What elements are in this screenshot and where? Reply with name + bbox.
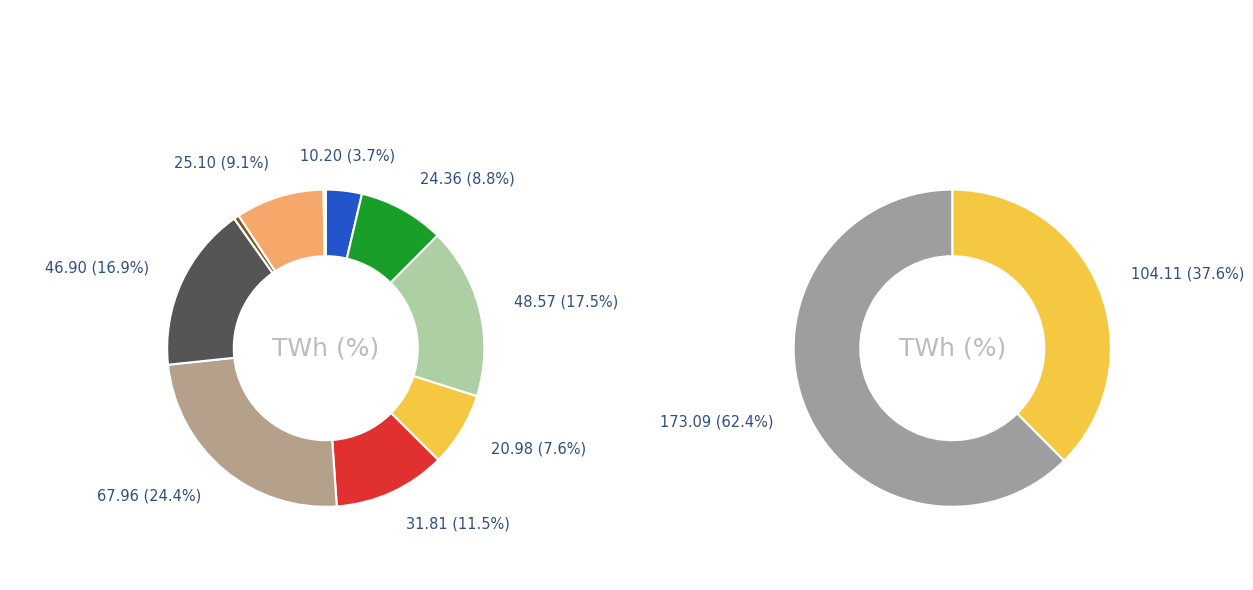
- Text: 46.90 (16.9%): 46.90 (16.9%): [45, 261, 149, 276]
- Wedge shape: [168, 358, 337, 507]
- Wedge shape: [332, 413, 439, 506]
- Text: TWh (%): TWh (%): [898, 336, 1006, 360]
- Text: 31.81 (11.5%): 31.81 (11.5%): [406, 517, 510, 532]
- Wedge shape: [391, 376, 477, 460]
- Text: 48.57 (17.5%): 48.57 (17.5%): [514, 294, 618, 310]
- Wedge shape: [793, 189, 1064, 507]
- Text: 104.11 (37.6%): 104.11 (37.6%): [1131, 267, 1244, 282]
- Wedge shape: [391, 235, 485, 396]
- Text: 173.09 (62.4%): 173.09 (62.4%): [660, 414, 773, 430]
- Text: TWh (%): TWh (%): [272, 336, 380, 360]
- Text: 20.98 (7.6%): 20.98 (7.6%): [491, 441, 586, 456]
- Wedge shape: [347, 194, 437, 283]
- Wedge shape: [238, 189, 325, 271]
- Text: 25.10 (9.1%): 25.10 (9.1%): [174, 156, 269, 171]
- Text: 24.36 (8.8%): 24.36 (8.8%): [420, 172, 514, 186]
- Wedge shape: [952, 189, 1111, 461]
- Wedge shape: [323, 189, 326, 256]
- Text: 67.96 (24.4%): 67.96 (24.4%): [96, 489, 202, 504]
- Text: 10.20 (3.7%): 10.20 (3.7%): [301, 149, 396, 163]
- Wedge shape: [167, 219, 273, 365]
- Wedge shape: [326, 189, 362, 258]
- Wedge shape: [234, 215, 276, 273]
